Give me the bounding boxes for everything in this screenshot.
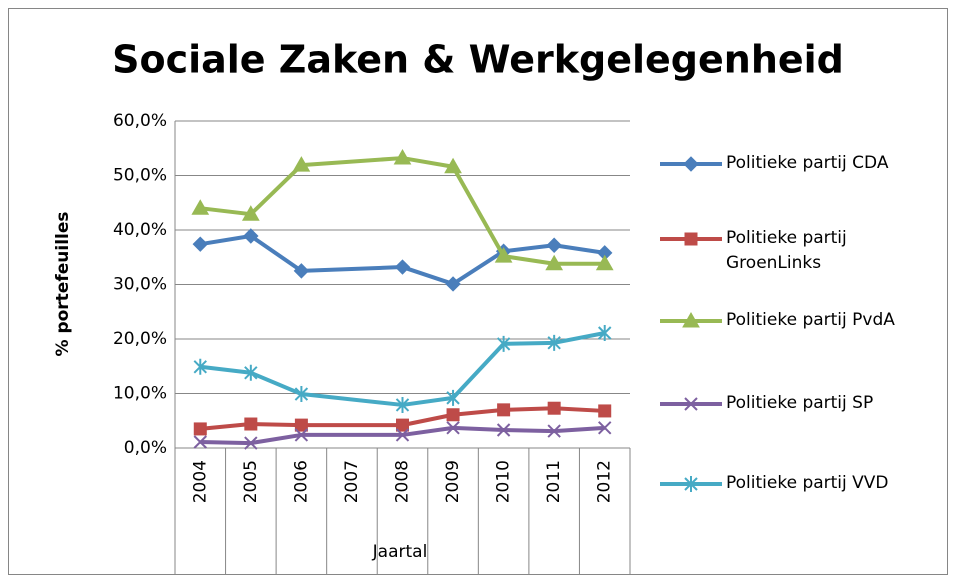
marker <box>244 364 258 381</box>
marker <box>598 325 612 342</box>
x-tick-label: 2004 <box>190 460 210 503</box>
marker <box>683 156 699 172</box>
legend-item: Politieke partij CDA <box>726 153 889 173</box>
marker <box>445 276 461 292</box>
y-tick-label: 10,0% <box>113 384 167 404</box>
marker <box>294 386 309 403</box>
marker <box>598 421 612 435</box>
marker <box>292 156 311 172</box>
marker <box>684 232 698 246</box>
marker <box>545 254 564 271</box>
x-tick-label: 2009 <box>443 460 463 503</box>
marker <box>294 428 309 442</box>
y-axis-label: % portefeuilles <box>53 212 73 357</box>
marker <box>394 259 411 275</box>
marker <box>446 389 460 406</box>
marker <box>244 436 258 450</box>
series-line <box>200 156 605 266</box>
marker <box>446 408 460 422</box>
chart-title: Sociale Zaken & Werkgelegenheid <box>112 38 844 82</box>
marker <box>244 417 258 431</box>
legend-item: Politieke partij PvdA <box>726 310 895 330</box>
marker <box>395 396 410 413</box>
marker <box>294 418 308 432</box>
x-tick-label: 2006 <box>291 460 311 503</box>
marker <box>446 421 460 435</box>
x-tick-label: 2012 <box>595 460 615 503</box>
y-tick-label: 30,0% <box>113 275 167 295</box>
marker <box>682 311 700 328</box>
legend-label: Politieke partij GroenLinks <box>726 228 847 273</box>
marker <box>494 247 513 263</box>
marker <box>243 228 259 244</box>
series-line <box>199 233 606 286</box>
marker <box>396 418 409 432</box>
marker <box>395 428 410 442</box>
legend-item: Politieke partij SP <box>726 393 874 413</box>
marker <box>595 254 614 271</box>
x-tick-label: 2011 <box>544 460 564 503</box>
marker <box>191 199 210 215</box>
marker <box>293 263 310 279</box>
marker <box>193 358 207 375</box>
x-tick-label: 2008 <box>393 460 413 503</box>
x-tick-label: 2010 <box>494 460 514 503</box>
y-tick-label: 50,0% <box>113 166 167 186</box>
x-tick-label: 2005 <box>241 460 261 503</box>
y-tick-label: 0,0% <box>124 438 167 458</box>
marker <box>393 149 412 165</box>
legend-label: Politieke partij CDA <box>726 153 889 173</box>
marker <box>497 403 511 417</box>
legend-label: Politieke partij PvdA <box>726 310 895 330</box>
legend-item: Politieke partij GroenLinks <box>726 228 847 273</box>
marker <box>547 334 561 351</box>
series-line <box>200 331 606 407</box>
marker <box>444 157 462 174</box>
marker <box>241 205 260 221</box>
series-line <box>200 425 605 446</box>
marker <box>547 401 561 415</box>
y-tick-label: 40,0% <box>113 220 167 240</box>
marker <box>684 397 698 411</box>
marker <box>546 237 562 253</box>
y-tick-label: 20,0% <box>113 329 167 349</box>
marker <box>684 476 698 492</box>
marker <box>192 236 208 252</box>
x-tick-label: 2007 <box>342 460 362 503</box>
legend-label: Politieke partij VVD <box>726 473 889 493</box>
y-tick-label: 60,0% <box>113 111 167 131</box>
marker <box>496 335 511 352</box>
x-axis-label: Jaartal <box>372 542 428 562</box>
marker <box>547 424 561 438</box>
legend-label: Politieke partij SP <box>726 393 874 413</box>
series-line <box>200 406 605 431</box>
marker <box>193 422 207 436</box>
marker <box>598 404 612 418</box>
marker <box>193 435 207 449</box>
legend-item: Politieke partij VVD <box>726 473 889 493</box>
marker <box>496 423 511 437</box>
